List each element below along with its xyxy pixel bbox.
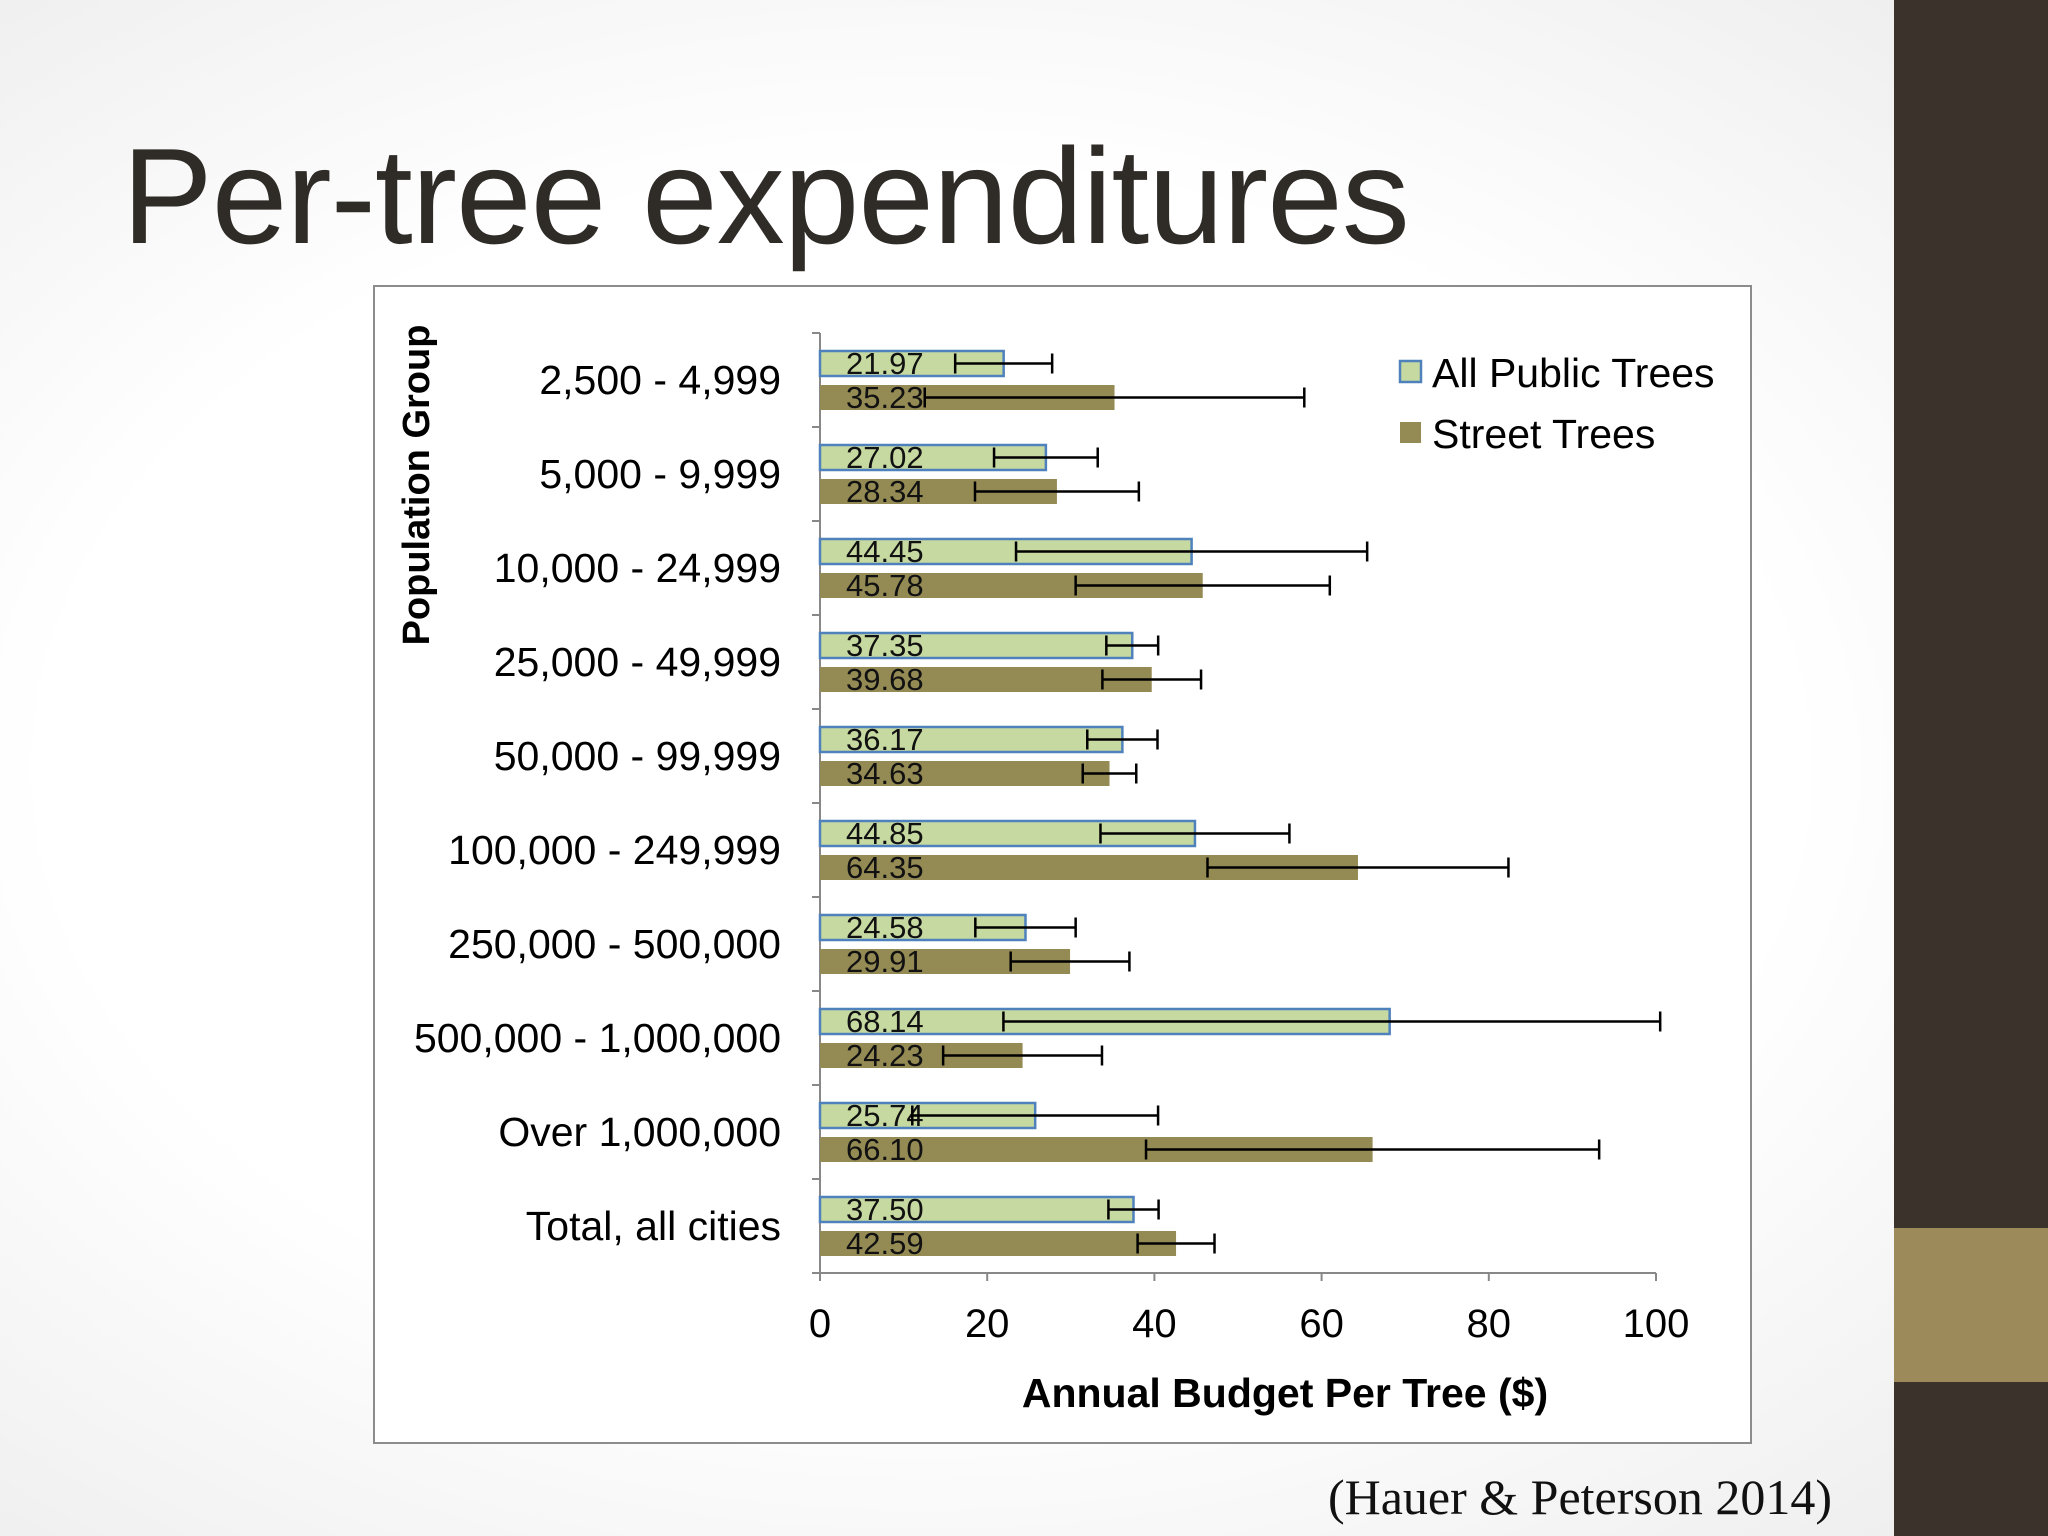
data-label: 35.23 bbox=[846, 380, 924, 415]
data-label: 45.78 bbox=[846, 568, 924, 603]
data-label: 39.68 bbox=[846, 662, 924, 697]
bar-street-trees bbox=[820, 1231, 1177, 1256]
data-label: 25.74 bbox=[846, 1098, 924, 1133]
citation: (Hauer & Peterson 2014) bbox=[1327, 1469, 1832, 1525]
x-tick-label: 100 bbox=[1623, 1302, 1690, 1346]
bar-street-trees bbox=[820, 761, 1110, 786]
data-label: 21.97 bbox=[846, 346, 924, 381]
legend-swatch-street-trees bbox=[1400, 422, 1421, 443]
x-tick-label: 20 bbox=[965, 1302, 1010, 1346]
data-label: 36.17 bbox=[846, 722, 924, 757]
bar-all-public-trees bbox=[818, 631, 1134, 660]
x-tick-label: 60 bbox=[1299, 1302, 1344, 1346]
category-label: 500,000 - 1,000,000 bbox=[414, 1015, 781, 1061]
category-label: Total, all cities bbox=[526, 1203, 781, 1249]
data-label: 27.02 bbox=[846, 440, 924, 475]
x-tick-label: 80 bbox=[1467, 1302, 1512, 1346]
data-label: 34.63 bbox=[846, 756, 924, 791]
data-label: 44.45 bbox=[846, 534, 924, 569]
data-label: 64.35 bbox=[846, 850, 924, 885]
data-label: 66.10 bbox=[846, 1132, 924, 1167]
category-label: 2,500 - 4,999 bbox=[539, 357, 781, 403]
bar-street-trees bbox=[820, 667, 1152, 692]
sidebar-accent-block bbox=[1894, 1228, 2048, 1382]
category-label: 100,000 - 249,999 bbox=[448, 827, 781, 873]
data-label: 68.14 bbox=[846, 1004, 924, 1039]
category-label: Over 1,000,000 bbox=[498, 1109, 781, 1155]
data-label: 24.58 bbox=[846, 910, 924, 945]
category-label: 25,000 - 49,999 bbox=[494, 639, 781, 685]
data-label: 42.59 bbox=[846, 1226, 924, 1261]
data-label: 24.23 bbox=[846, 1038, 924, 1073]
data-label: 29.91 bbox=[846, 944, 924, 979]
y-axis-title: Population Group bbox=[396, 325, 438, 646]
bar-all-public-trees bbox=[818, 1195, 1135, 1224]
category-label: 5,000 - 9,999 bbox=[539, 451, 781, 497]
data-label: 37.35 bbox=[846, 628, 924, 663]
x-tick-label: 40 bbox=[1132, 1302, 1177, 1346]
category-label: 50,000 - 99,999 bbox=[494, 733, 781, 779]
category-label: 10,000 - 24,999 bbox=[494, 545, 781, 591]
data-label: 37.50 bbox=[846, 1192, 924, 1227]
category-label: 250,000 - 500,000 bbox=[448, 921, 781, 967]
data-label: 44.85 bbox=[846, 816, 924, 851]
x-tick-label: 0 bbox=[809, 1302, 831, 1346]
slide-title: Per-tree expenditures bbox=[122, 120, 1410, 272]
bar-all-public-trees bbox=[818, 725, 1124, 754]
x-axis-title: Annual Budget Per Tree ($) bbox=[1022, 1370, 1548, 1416]
data-label: 28.34 bbox=[846, 474, 924, 509]
legend-label: Street Trees bbox=[1432, 411, 1655, 457]
legend-swatch-all-public-trees bbox=[1398, 359, 1423, 384]
legend-label: All Public Trees bbox=[1432, 350, 1715, 396]
